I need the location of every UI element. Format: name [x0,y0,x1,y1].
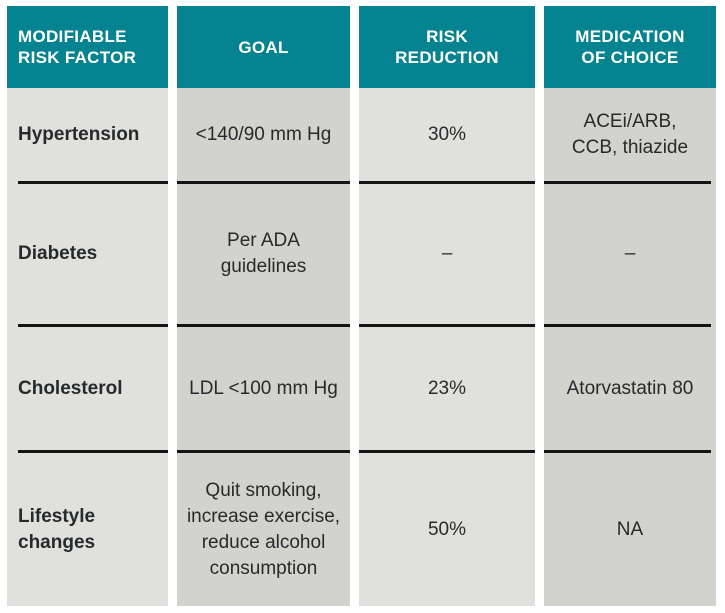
cell-lifestyle-goal: Quit smoking, increase exercise, reduce … [186,479,341,579]
cell-hypertension-goal: <140/90 mm Hg [195,123,332,145]
row-divider [177,450,350,453]
cell-cholesterol-medication: Atorvastatin 80 [566,377,694,399]
row-divider [359,181,535,184]
cell-cholesterol-reduction: 23% [427,377,467,399]
row-divider [544,324,711,327]
cell-lifestyle-medication: NA [616,518,644,540]
row-divider [18,181,168,184]
header-cell-goal: GOAL [177,6,350,88]
cell-hypertension-medication: ACEi/ARB, CCB, thiazide [571,110,689,158]
row-divider [18,324,168,327]
cell-diabetes-medication: – [624,243,636,264]
cell-hypertension-reduction: 30% [427,123,467,145]
cell-cholesterol-factor: Cholesterol [18,377,123,399]
cell-hypertension-factor: Hypertension [18,123,140,145]
cell-diabetes-factor: Diabetes [18,243,98,264]
column-body-risk-factor: Hypertension Diabetes Cholesterol Lifest… [7,88,168,606]
row-divider [544,181,711,184]
column-risk-reduction: RISK REDUCTION 30% – 23% 50% [359,6,535,606]
row-divider [359,324,535,327]
column-body-risk-reduction: 30% – 23% 50% [359,88,535,606]
header-cell-risk-factor: MODIFIABLE RISK FACTOR [7,6,168,88]
cell-diabetes-reduction: – [441,243,453,264]
row-divider [177,324,350,327]
column-body-goal: <140/90 mm Hg Per ADA guidelines LDL <10… [177,88,350,606]
row-divider [359,450,535,453]
cell-lifestyle-reduction: 50% [427,518,467,540]
row-divider [544,450,711,453]
column-body-medication: ACEi/ARB, CCB, thiazide – Atorvastatin 8… [544,88,716,606]
header-cell-risk-reduction: RISK REDUCTION [359,6,535,88]
risk-factor-table: MODIFIABLE RISK FACTOR Hypertension Diab… [7,6,716,606]
column-goal: GOAL <140/90 mm Hg Per ADA guidelines LD… [177,6,350,606]
column-risk-factor: MODIFIABLE RISK FACTOR Hypertension Diab… [7,6,168,606]
header-cell-medication: MEDICATION OF CHOICE [544,6,716,88]
column-medication: MEDICATION OF CHOICE ACEi/ARB, CCB, thia… [544,6,716,606]
row-divider [177,181,350,184]
row-divider [18,450,168,453]
cell-diabetes-goal: Per ADA guidelines [220,230,307,277]
cell-lifestyle-factor: Lifestyle changes [18,505,96,553]
cell-cholesterol-goal: LDL <100 mm Hg [189,377,338,399]
